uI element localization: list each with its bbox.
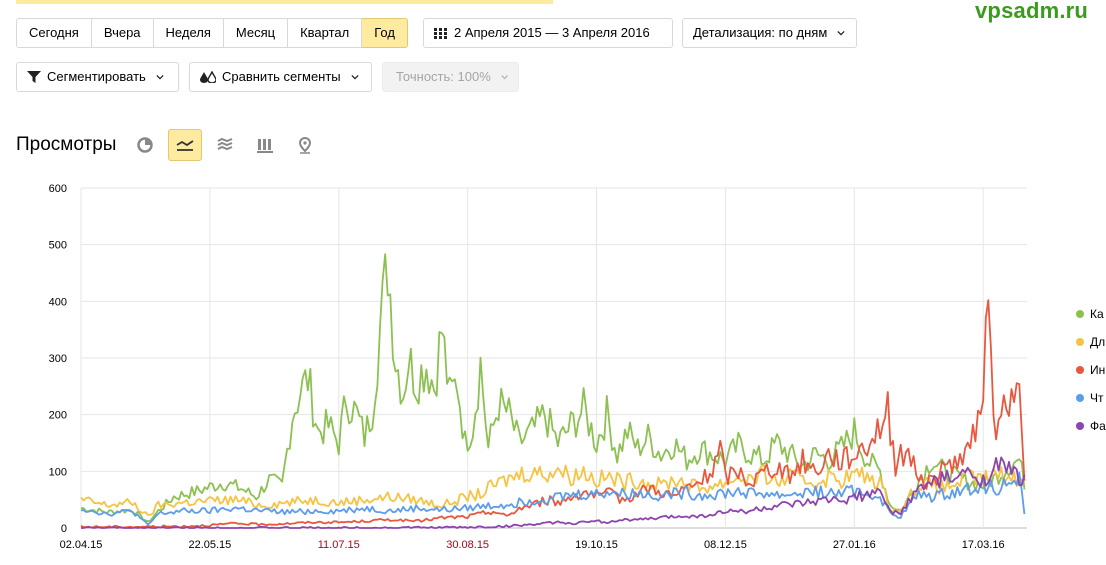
chart-title: Просмотры — [16, 134, 117, 155]
detail-label: Детализация: по дням — [693, 25, 828, 40]
y-tick-label: 600 — [49, 183, 67, 195]
period-quarter-button[interactable]: Квартал — [288, 18, 363, 48]
legend-label: Дл — [1090, 335, 1106, 349]
bar-view-button[interactable] — [248, 129, 282, 161]
legend-label: Ин — [1090, 363, 1106, 377]
segment-dropdown[interactable]: Сегментировать — [16, 62, 179, 92]
accuracy-label: Точность: 100% — [396, 69, 491, 84]
legend-label: Чт — [1090, 391, 1104, 405]
map-pin-icon — [298, 136, 312, 154]
y-tick-label: 300 — [49, 353, 67, 365]
legend-item[interactable]: Ка — [1076, 307, 1106, 321]
y-tick-label: 200 — [49, 410, 67, 422]
date-range-button[interactable]: 2 Апреля 2015 — 3 Апреля 2016 — [423, 18, 673, 48]
pie-view-button[interactable] — [128, 129, 162, 161]
x-tick-label: 17.03.16 — [962, 539, 1005, 551]
legend-dot — [1076, 394, 1084, 402]
series-line-1 — [80, 253, 1026, 523]
date-range-label: 2 Апреля 2015 — 3 Апреля 2016 — [454, 25, 650, 40]
x-tick-label: 19.10.15 — [575, 539, 618, 551]
filter-icon — [27, 71, 41, 83]
top-highlight-bar — [16, 0, 553, 4]
compare-label: Сравнить сегменты — [222, 69, 341, 84]
x-tick-label: 27.01.16 — [833, 539, 876, 551]
period-selector: Сегодня Вчера Неделя Месяц Квартал Год — [16, 18, 408, 48]
legend-dot — [1076, 366, 1084, 374]
line-chart-icon — [176, 140, 194, 151]
chevron-down-icon — [501, 75, 508, 80]
legend-label: Ка — [1090, 307, 1104, 321]
detail-dropdown[interactable]: Детализация: по дням — [682, 18, 857, 48]
series-line-3 — [80, 299, 1026, 529]
chevron-down-icon — [351, 74, 359, 80]
y-tick-label: 100 — [49, 466, 67, 478]
segment-label: Сегментировать — [47, 69, 146, 84]
legend-item[interactable]: Дл — [1076, 335, 1106, 349]
x-tick-label: 30.08.15 — [446, 539, 489, 551]
period-week-button[interactable]: Неделя — [153, 18, 224, 48]
chevron-down-icon — [837, 30, 845, 36]
legend-item[interactable]: Чт — [1076, 391, 1106, 405]
legend-item[interactable]: Ин — [1076, 363, 1106, 377]
bar-chart-icon — [257, 138, 273, 153]
map-view-button[interactable] — [288, 129, 322, 161]
legend-label: Фа — [1090, 419, 1106, 433]
x-tick-label: 22.05.15 — [188, 539, 231, 551]
drops-icon — [200, 71, 216, 83]
x-tick-label: 08.12.15 — [704, 539, 747, 551]
period-year-button[interactable]: Год — [362, 18, 408, 48]
watermark: vpsadm.ru — [975, 0, 1089, 23]
series-line-4 — [80, 471, 1026, 526]
legend-dot — [1076, 310, 1084, 318]
x-tick-label: 11.07.15 — [318, 539, 360, 551]
pie-icon — [137, 137, 153, 153]
y-tick-label: 500 — [49, 240, 67, 252]
compare-segments-dropdown[interactable]: Сравнить сегменты — [189, 62, 372, 92]
period-month-button[interactable]: Месяц — [223, 18, 289, 48]
legend-dot — [1076, 338, 1084, 346]
accuracy-dropdown[interactable]: Точность: 100% — [382, 62, 519, 92]
y-tick-label: 0 — [61, 523, 67, 535]
line-view-button[interactable] — [168, 129, 202, 161]
series-line-2 — [80, 464, 1025, 516]
legend-item[interactable]: Фа — [1076, 419, 1106, 433]
legend-dot — [1076, 422, 1084, 430]
x-tick-label: 02.04.15 — [60, 539, 103, 551]
calendar-icon — [434, 27, 447, 39]
series-line-5 — [81, 456, 1026, 529]
y-tick-label: 400 — [49, 296, 67, 308]
area-view-button[interactable] — [208, 129, 242, 161]
period-yesterday-button[interactable]: Вчера — [91, 18, 154, 48]
chevron-down-icon — [156, 74, 164, 80]
area-chart-icon — [217, 138, 233, 151]
period-today-button[interactable]: Сегодня — [16, 18, 92, 48]
